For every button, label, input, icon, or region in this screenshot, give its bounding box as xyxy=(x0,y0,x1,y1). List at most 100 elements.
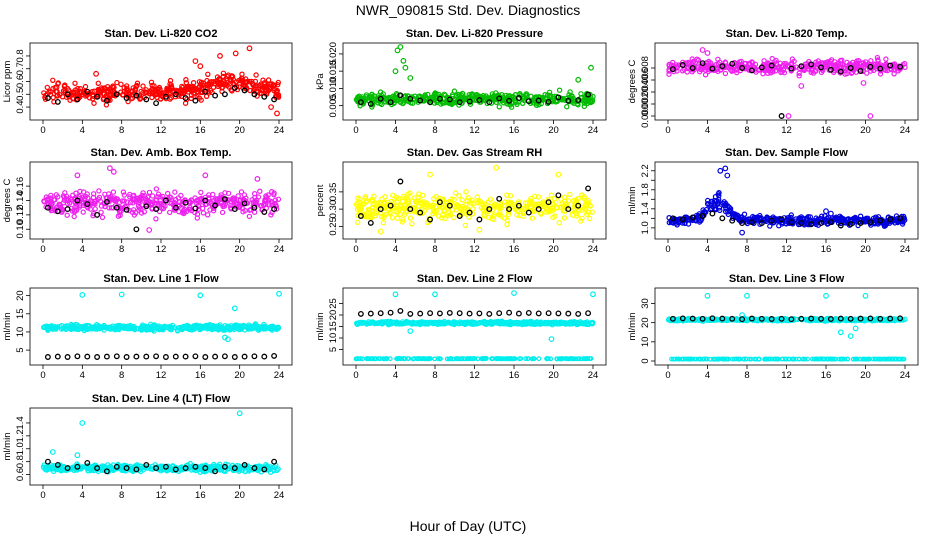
hourly-point xyxy=(143,353,150,360)
x-tick-label: 24 xyxy=(588,244,599,255)
data-point xyxy=(815,58,822,64)
hourly-point xyxy=(748,67,755,74)
y-tick-label: 5 xyxy=(328,347,339,352)
outlier-point xyxy=(724,172,731,179)
data-point xyxy=(75,85,81,92)
data-point xyxy=(210,191,216,198)
data-points xyxy=(353,44,596,110)
data-point xyxy=(742,65,749,72)
x-tick-label: 16 xyxy=(195,125,206,136)
x-tick-label: 8 xyxy=(744,244,749,255)
data-point xyxy=(235,193,241,199)
data-points xyxy=(665,292,908,362)
outlier-point xyxy=(231,305,238,312)
hourly-point xyxy=(74,353,81,360)
y-axis-label: ml/min xyxy=(2,313,13,341)
data-point xyxy=(581,103,588,110)
data-point xyxy=(697,68,703,75)
data-point xyxy=(756,356,761,362)
outlier-point xyxy=(106,165,113,172)
data-point xyxy=(231,81,237,88)
y-axis-label: ml/min xyxy=(627,313,638,341)
data-point xyxy=(190,79,197,86)
hourly-point xyxy=(496,310,503,317)
data-point xyxy=(220,70,227,77)
data-point xyxy=(262,86,269,92)
outlier-point xyxy=(402,64,409,71)
outlier-point xyxy=(407,328,414,335)
x-tick-label: 12 xyxy=(469,125,480,136)
hourly-point xyxy=(758,64,765,71)
data-point xyxy=(238,189,245,195)
x-tick-label: 8 xyxy=(744,370,749,381)
data-point xyxy=(496,104,502,110)
data-point xyxy=(504,221,510,228)
panel-title: Stan. Dev. Li-820 CO2 xyxy=(105,28,218,40)
y-tick-label: 0.008 xyxy=(640,56,651,80)
hourly-point xyxy=(153,100,160,107)
data-point xyxy=(545,356,550,362)
y-tick-label: 30 xyxy=(640,298,651,309)
outlier-point xyxy=(232,50,239,57)
hourly-point xyxy=(525,98,532,105)
data-point xyxy=(469,95,476,101)
outlier-point xyxy=(246,45,253,52)
data-point xyxy=(239,78,245,84)
data-point xyxy=(363,93,370,100)
outlier-point xyxy=(862,292,869,299)
y-tick-label: 0.25 xyxy=(328,217,339,236)
data-point xyxy=(149,82,155,89)
data-point xyxy=(183,76,189,83)
hourly-point xyxy=(669,66,676,73)
data-point xyxy=(556,219,563,226)
x-tick-label: 24 xyxy=(274,490,285,501)
hourly-point xyxy=(565,97,572,104)
data-point xyxy=(556,87,563,93)
outlier-point xyxy=(588,64,594,71)
hourly-point xyxy=(857,68,864,74)
x-tick-label: 12 xyxy=(781,125,792,136)
x-tick-label: 8 xyxy=(119,490,124,501)
x-tick-label: 24 xyxy=(900,244,911,255)
hourly-point xyxy=(506,97,513,104)
y-tick-label: 0.35 xyxy=(328,183,339,202)
data-point xyxy=(451,214,457,221)
hourly-point xyxy=(202,354,209,360)
y-tick-label: 10 xyxy=(640,337,651,348)
y-axis-label: ml/min xyxy=(627,187,638,215)
hourly-point xyxy=(446,96,453,103)
x-tick-label: 20 xyxy=(548,370,559,381)
outlier-point xyxy=(432,291,438,298)
data-point xyxy=(587,215,593,222)
data-points xyxy=(41,290,282,360)
data-point xyxy=(107,88,114,94)
data-point xyxy=(749,60,756,66)
data-point xyxy=(185,89,191,95)
hourly-point xyxy=(778,113,785,119)
hourly-point xyxy=(466,310,473,317)
hourly-point xyxy=(387,99,394,106)
hourly-point xyxy=(709,210,716,217)
data-point xyxy=(394,215,401,221)
y-tick-label: 0.000 xyxy=(640,104,651,128)
hourly-point xyxy=(44,354,51,360)
data-point xyxy=(809,66,815,73)
data-point xyxy=(392,94,398,100)
y-tick-label: 25 xyxy=(328,298,339,309)
hourly-point xyxy=(515,95,522,102)
y-tick-label: 0.16 xyxy=(15,177,26,196)
x-tick-label: 12 xyxy=(156,125,167,136)
data-point xyxy=(691,63,697,70)
data-point xyxy=(855,63,862,70)
plot-frame xyxy=(654,161,919,240)
data-point xyxy=(198,189,204,196)
outlier-point xyxy=(110,168,117,175)
hourly-point xyxy=(555,310,562,317)
x-tick-label: 4 xyxy=(393,244,398,255)
panel-4: Stan. Dev. Amb. Box Temp.0 4 8 12 16 20 240.10… xyxy=(2,147,293,255)
hourly-point xyxy=(827,66,834,73)
y-tick-label: 20 xyxy=(328,310,339,321)
hourly-point xyxy=(212,353,219,360)
